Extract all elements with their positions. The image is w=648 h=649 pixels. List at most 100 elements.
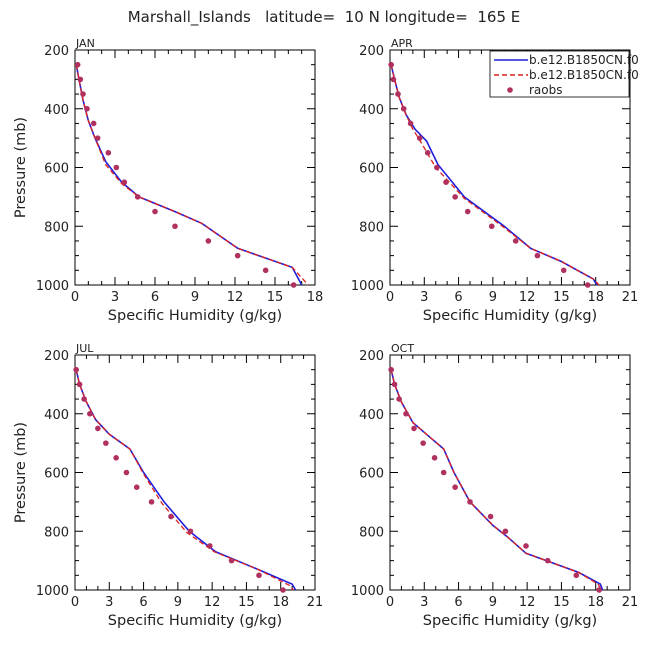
panel-label: JAN xyxy=(75,37,95,50)
y-tick-label: 400 xyxy=(44,103,69,118)
series-line-dashed xyxy=(390,64,600,286)
data-point xyxy=(407,120,414,127)
x-tick-label: 12 xyxy=(227,290,244,305)
x-axis-label: Specific Humidity (g/kg) xyxy=(108,308,282,324)
y-tick-label: 200 xyxy=(359,44,384,59)
y-tick-label: 600 xyxy=(359,162,384,177)
y-tick-label: 400 xyxy=(359,103,384,118)
data-point xyxy=(172,223,178,230)
data-point xyxy=(584,282,591,288)
data-point xyxy=(523,543,529,549)
x-tick-label: 18 xyxy=(587,595,604,610)
data-point xyxy=(77,76,84,83)
x-tick-label: 18 xyxy=(307,290,324,305)
x-tick-label: 6 xyxy=(139,595,147,610)
data-point xyxy=(391,381,398,388)
data-point xyxy=(534,252,541,259)
data-point xyxy=(95,425,101,432)
data-point xyxy=(416,135,423,141)
x-tick-label: 0 xyxy=(386,290,394,305)
series-line-dashed xyxy=(75,64,309,286)
x-tick-label: 12 xyxy=(519,595,536,610)
x-tick-label: 3 xyxy=(420,290,428,305)
data-point xyxy=(434,164,440,171)
x-tick-label: 12 xyxy=(519,290,536,305)
y-tick-label: 800 xyxy=(359,220,384,235)
data-point xyxy=(390,76,397,83)
data-point xyxy=(90,120,97,127)
data-point xyxy=(103,440,109,446)
data-point xyxy=(84,105,90,112)
x-tick-label: 21 xyxy=(307,595,324,610)
data-point xyxy=(113,164,120,171)
x-tick-label: 18 xyxy=(587,290,604,305)
data-point xyxy=(121,179,128,185)
legend-label: b.e12.B1850CN.f0 xyxy=(529,53,639,67)
x-tick-label: 9 xyxy=(489,290,497,305)
x-tick-label: 0 xyxy=(71,595,79,610)
data-point xyxy=(396,396,402,402)
data-point xyxy=(228,557,235,564)
y-tick-label: 600 xyxy=(44,162,69,177)
x-tick-label: 0 xyxy=(71,290,79,305)
y-axis-label: Pressure (mb) xyxy=(13,422,29,523)
data-point xyxy=(502,528,509,535)
data-point xyxy=(388,366,394,373)
y-tick-label: 800 xyxy=(359,525,384,540)
data-point xyxy=(168,513,174,520)
plot-frame xyxy=(74,354,316,591)
data-point xyxy=(262,267,269,274)
x-tick-label: 21 xyxy=(622,595,639,610)
legend-label: b.e12.B1850CN.f0 xyxy=(529,68,639,82)
data-point xyxy=(424,150,431,156)
data-point xyxy=(388,61,394,68)
y-tick-label: 400 xyxy=(359,408,384,423)
data-point xyxy=(205,238,212,244)
x-tick-label: 3 xyxy=(420,595,428,610)
data-point xyxy=(488,223,495,230)
data-point xyxy=(134,194,141,200)
data-point xyxy=(290,282,297,288)
data-point xyxy=(431,455,438,461)
data-point xyxy=(487,513,494,520)
y-tick-label: 1000 xyxy=(351,584,384,599)
y-tick-label: 200 xyxy=(44,349,69,364)
y-tick-label: 200 xyxy=(44,44,69,59)
data-point xyxy=(440,469,447,476)
y-tick-label: 1000 xyxy=(351,279,384,294)
data-point xyxy=(512,238,519,244)
legend-marker-dot xyxy=(507,87,513,93)
data-point xyxy=(76,381,83,388)
data-point xyxy=(452,484,458,490)
x-tick-label: 9 xyxy=(174,595,182,610)
panel-jan: 0 3 6 9 12 15 18 200 400 600 800 1000 JAN Specific Hu… xyxy=(13,37,323,324)
y-tick-label: 400 xyxy=(44,408,69,423)
data-point xyxy=(113,455,119,461)
data-point xyxy=(73,366,79,373)
panel-label: JUL xyxy=(75,342,94,355)
y-tick-label: 800 xyxy=(44,220,69,235)
x-axis-label: Specific Humidity (g/kg) xyxy=(423,613,597,629)
y-tick-label: 800 xyxy=(44,525,69,540)
data-point xyxy=(280,587,286,593)
data-point xyxy=(94,135,101,141)
data-point xyxy=(596,587,602,593)
data-point xyxy=(234,252,241,259)
data-point xyxy=(256,572,262,579)
y-tick-label: 200 xyxy=(359,349,384,364)
x-tick-label: 6 xyxy=(151,290,159,305)
panel-label: OCT xyxy=(391,342,414,355)
series-line-solid xyxy=(75,369,297,591)
data-point xyxy=(80,91,86,97)
x-tick-label: 9 xyxy=(489,595,497,610)
data-point xyxy=(81,396,87,402)
x-tick-label: 15 xyxy=(553,595,570,610)
x-axis-label: Specific Humidity (g/kg) xyxy=(108,613,282,629)
data-point xyxy=(403,410,409,417)
y-tick-label: 1000 xyxy=(36,279,69,294)
data-point xyxy=(411,425,417,432)
x-axis-label: Specific Humidity (g/kg) xyxy=(423,308,597,324)
